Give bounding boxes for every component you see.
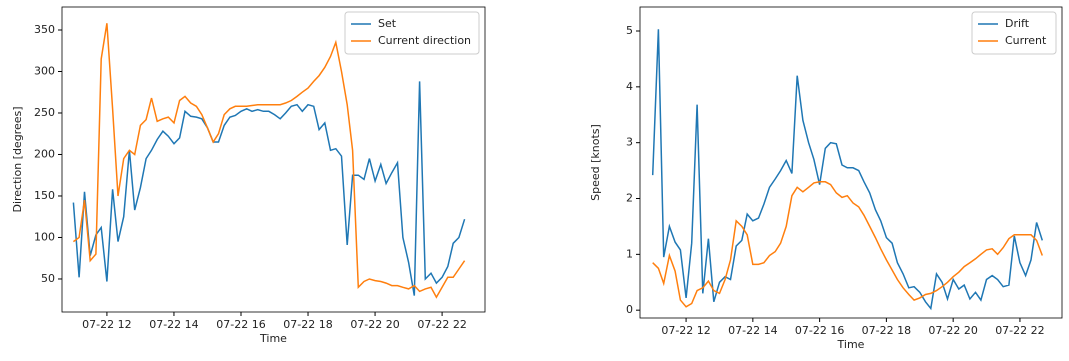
y-tick-label: 2: [626, 192, 633, 205]
legend-label: Drift: [1005, 17, 1030, 30]
y-tick-label: 0: [626, 303, 633, 316]
x-tick-label: 07-22 18: [283, 318, 332, 331]
x-tick-label: 07-22 14: [149, 318, 198, 331]
x-tick-label: 07-22 12: [82, 318, 131, 331]
y-tick-label: 4: [626, 80, 633, 93]
legend-label: Set: [378, 17, 397, 30]
legend-label: Current direction: [378, 34, 471, 47]
y-axis-label: Direction [degrees]: [11, 106, 24, 212]
x-tick-label: 07-22 12: [661, 324, 710, 337]
y-tick-label: 100: [34, 230, 55, 243]
y-axis-label: Speed [knots]: [589, 124, 602, 201]
data-line: [652, 181, 1044, 308]
x-tick-label: 07-22 18: [862, 324, 911, 337]
y-tick-label: 200: [34, 147, 55, 160]
x-axis-label: Time: [837, 338, 865, 351]
y-tick-label: 150: [34, 189, 55, 202]
y-tick-label: 250: [34, 106, 55, 119]
x-tick-label: 07-22 22: [417, 318, 466, 331]
data-line: [651, 29, 1044, 311]
legend-box: [344, 11, 480, 55]
legend-box: [971, 11, 1057, 55]
x-tick-label: 07-22 16: [795, 324, 844, 337]
x-tick-label: 07-22 20: [350, 318, 399, 331]
legend-label: Current: [1005, 34, 1047, 47]
x-tick-label: 07-22 16: [216, 318, 265, 331]
data-line: [72, 81, 466, 296]
y-tick-label: 3: [626, 136, 633, 149]
x-tick-label: 07-22 20: [928, 324, 977, 337]
plot-frame: [61, 6, 486, 313]
x-tick-label: 07-22 14: [728, 324, 777, 337]
y-tick-label: 350: [34, 23, 55, 36]
plot-frame: [639, 6, 1063, 319]
y-tick-label: 1: [626, 247, 633, 260]
data-line: [72, 23, 466, 299]
y-tick-label: 5: [626, 24, 633, 37]
x-axis-label: Time: [259, 332, 287, 345]
y-tick-label: 300: [34, 64, 55, 77]
y-tick-label: 50: [41, 272, 55, 285]
x-tick-label: 07-22 22: [995, 324, 1044, 337]
